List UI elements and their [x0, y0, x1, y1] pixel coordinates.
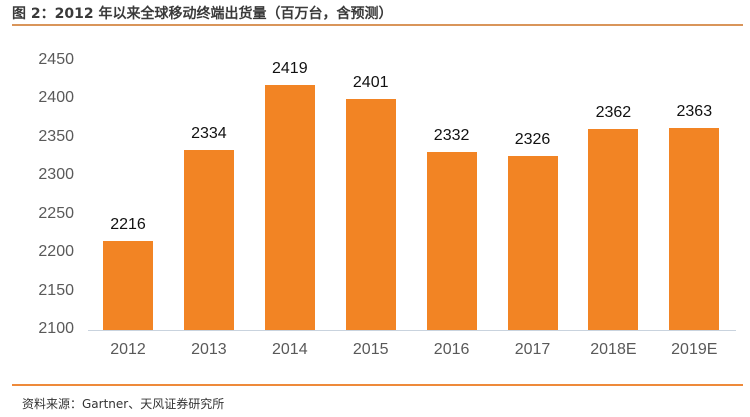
y-tick-label: 2450 [38, 51, 74, 68]
x-tick-label: 2015 [352, 341, 389, 358]
y-tick-label: 2100 [38, 320, 74, 337]
footer-divider [12, 384, 743, 386]
bar-2012 [103, 240, 153, 330]
x-tick-label: 2014 [272, 341, 308, 358]
data-label: 2334 [191, 125, 227, 143]
bar-2017 [507, 156, 558, 330]
data-label: 2326 [514, 131, 551, 149]
data-label: 2419 [272, 59, 308, 77]
y-tick-label: 2350 [38, 127, 74, 145]
bar-2016 [426, 151, 477, 330]
data-label: 2362 [595, 103, 632, 121]
data-label: 2332 [433, 126, 470, 144]
x-tick-label: 2018E [590, 341, 637, 358]
x-tick-label: 2012 [110, 341, 146, 358]
y-tick-label: 2150 [38, 281, 74, 299]
data-label: 2401 [352, 73, 389, 91]
bar-2014 [264, 84, 315, 330]
x-tick-label: 2016 [433, 341, 470, 358]
x-tick-label: 2013 [191, 341, 227, 358]
y-tick-label: 2200 [38, 243, 74, 261]
x-tick-label: 2017 [514, 341, 551, 358]
source-note: 资料来源：Gartner、天风证券研究所 [22, 397, 225, 411]
bar-2015 [345, 98, 396, 330]
y-tick-label: 2300 [38, 166, 74, 184]
figure-title: 图 2：2012 年以来全球移动终端出货量（百万台，含预测） [12, 6, 393, 22]
y-tick-label: 2250 [38, 204, 74, 222]
data-label: 2216 [110, 215, 146, 233]
bar-2018E [588, 128, 639, 330]
x-tick-label: 2019E [671, 341, 718, 358]
bar-chart: 2100 2150 2200 2250 2300 2350 2400 2450 2216 233… [38, 51, 736, 358]
bar-2019E [669, 127, 720, 330]
y-tick-label: 2400 [38, 89, 74, 107]
bar-2013 [183, 150, 234, 330]
data-label: 2363 [676, 102, 713, 120]
x-axis-line [88, 330, 736, 331]
title-divider [12, 24, 743, 26]
